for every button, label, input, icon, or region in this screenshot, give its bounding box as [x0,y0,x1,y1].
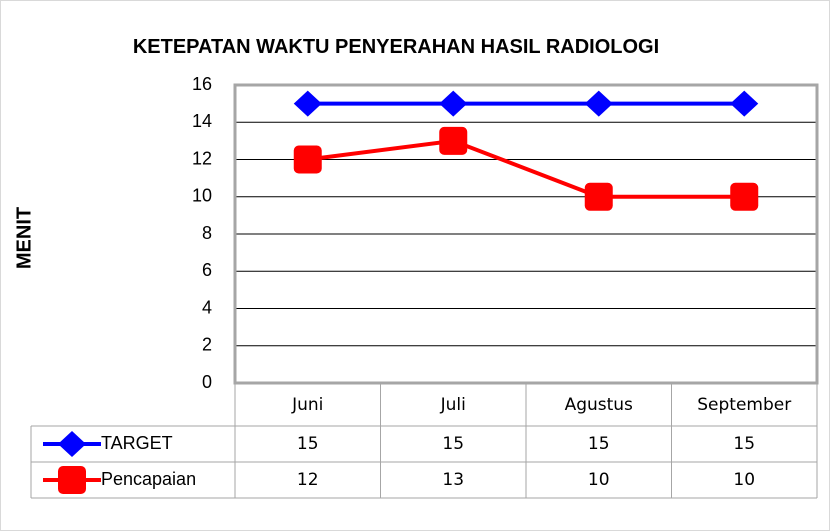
y-tick-label: 10 [192,186,212,206]
y-tick-label: 4 [202,297,212,317]
x-tick-label: September [697,395,791,415]
data-point [439,126,468,155]
data-point [730,90,759,117]
table-value: 15 [588,434,610,454]
y-tick-label: 14 [192,111,212,131]
legend-label: TARGET [101,433,173,453]
x-tick-label: Juli [440,395,466,415]
table-value: 12 [297,470,319,490]
data-point [730,182,759,211]
table-value: 10 [733,470,755,490]
data-point [293,90,322,117]
y-tick-label: 0 [202,372,212,392]
table-value: 10 [588,470,610,490]
y-tick-label: 8 [202,223,212,243]
legend-marker [58,466,86,494]
chart-title: KETEPATAN WAKTU PENYERAHAN HASIL RADIOLO… [132,36,660,58]
y-tick-label: 6 [202,260,212,280]
data-point [584,90,613,117]
legend-label: Pencapaian [101,469,196,489]
y-tick-label: 16 [192,74,212,94]
x-tick-label: Agustus [565,395,633,415]
y-tick-label: 12 [192,148,212,168]
data-point [439,90,468,117]
data-point [293,145,322,174]
y-tick-label: 2 [202,335,212,355]
x-tick-label: Juni [291,395,323,415]
table-value: 15 [297,434,319,454]
legend-marker [58,431,86,457]
series-line [307,138,745,199]
y-axis-label: MENIT [13,207,35,269]
table-value: 13 [442,470,464,490]
data-point [584,182,613,211]
table-value: 15 [442,434,464,454]
table-value: 15 [733,434,755,454]
